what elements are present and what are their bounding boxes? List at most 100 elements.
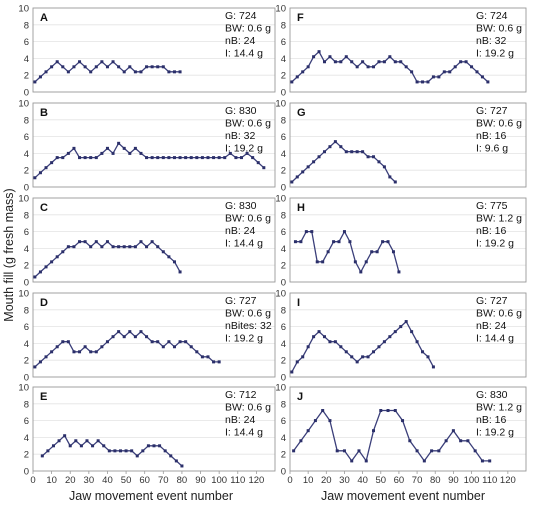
y-tick-label: 8 (24, 305, 29, 316)
y-tick-label: 4 (281, 54, 286, 65)
data-point (357, 449, 361, 453)
data-point (184, 340, 188, 344)
y-tick-label: 0 (24, 467, 29, 478)
data-point (430, 449, 434, 453)
data-point (306, 165, 310, 169)
data-point (122, 146, 126, 150)
data-point (317, 50, 321, 54)
data-point (442, 70, 446, 74)
data-point (304, 230, 308, 234)
panel-frame (289, 386, 527, 472)
x-tick-label: 10 (303, 475, 314, 486)
data-point (361, 355, 365, 359)
data-point (408, 439, 412, 443)
data-point (169, 454, 173, 458)
data-point (348, 240, 352, 244)
y-tick-label: 4 (24, 54, 29, 65)
data-point (44, 355, 48, 359)
data-point (295, 75, 299, 79)
data-point (256, 161, 260, 165)
data-point (50, 161, 54, 165)
panel-annotation: I: 19.2 g (225, 143, 263, 155)
data-point (393, 60, 397, 64)
data-point (94, 65, 98, 69)
y-tick-label: 6 (281, 132, 286, 143)
data-point (415, 449, 419, 453)
panel-annotation: I: 14.4 g (225, 48, 263, 60)
y-tick-label: 4 (281, 339, 286, 350)
panel-annotation: G: 830 (476, 389, 508, 401)
data-point (339, 145, 343, 149)
data-point (89, 70, 93, 74)
data-point (372, 429, 376, 433)
data-point (150, 65, 154, 69)
data-point (293, 240, 297, 244)
data-point (167, 255, 171, 259)
series-line (41, 434, 183, 467)
data-point (156, 156, 160, 160)
panel-annotation: nBites: 32 (225, 320, 272, 332)
x-tick-label: 50 (121, 475, 132, 486)
panel-annotation: G: 727 (225, 295, 257, 307)
y-tick-label: 2 (281, 261, 286, 272)
y-tick-label: 6 (24, 37, 29, 48)
panel-frame (289, 197, 527, 283)
data-point (128, 245, 132, 249)
data-point (94, 240, 98, 244)
data-point (386, 409, 390, 413)
data-point (158, 444, 162, 448)
x-tick-label: 90 (448, 475, 459, 486)
data-point (72, 65, 76, 69)
data-point (312, 55, 316, 59)
data-point (111, 60, 115, 64)
data-point (475, 70, 479, 74)
data-point (212, 156, 216, 160)
panel-letter: D (40, 297, 48, 309)
data-point (459, 439, 463, 443)
data-point (355, 150, 359, 154)
panel-annotation: BW: 0.6 g (225, 23, 271, 35)
data-point (178, 340, 182, 344)
series-line (295, 230, 400, 274)
data-point (312, 335, 316, 339)
data-point (102, 444, 106, 448)
data-point (83, 345, 87, 349)
data-point (83, 240, 87, 244)
data-point (361, 150, 365, 154)
data-point (326, 250, 330, 254)
data-point (217, 360, 221, 364)
data-point (100, 245, 104, 249)
y-tick-label: 2 (281, 71, 286, 82)
data-point (415, 80, 419, 84)
data-point (328, 340, 332, 344)
x-tick-label: 40 (102, 475, 113, 486)
data-point (57, 439, 61, 443)
data-point (122, 335, 126, 339)
panel-letter: J (297, 391, 303, 403)
data-point (332, 240, 336, 244)
data-point (50, 65, 54, 69)
data-point (100, 151, 104, 155)
data-point (50, 260, 54, 264)
y-tick-label: 0 (281, 88, 286, 99)
data-point (38, 360, 42, 364)
data-point (388, 55, 392, 59)
data-point (128, 151, 132, 155)
series-line (34, 330, 220, 368)
panel-letter: F (297, 12, 304, 24)
data-point (315, 260, 319, 264)
data-point (361, 60, 365, 64)
data-point (89, 350, 93, 354)
data-point (322, 335, 326, 339)
x-tick-label: 60 (394, 475, 405, 486)
data-point (344, 55, 348, 59)
data-point (317, 155, 321, 159)
y-tick-label: 10 (275, 4, 286, 15)
data-point (290, 80, 294, 84)
data-point (145, 156, 149, 160)
data-point (78, 350, 82, 354)
